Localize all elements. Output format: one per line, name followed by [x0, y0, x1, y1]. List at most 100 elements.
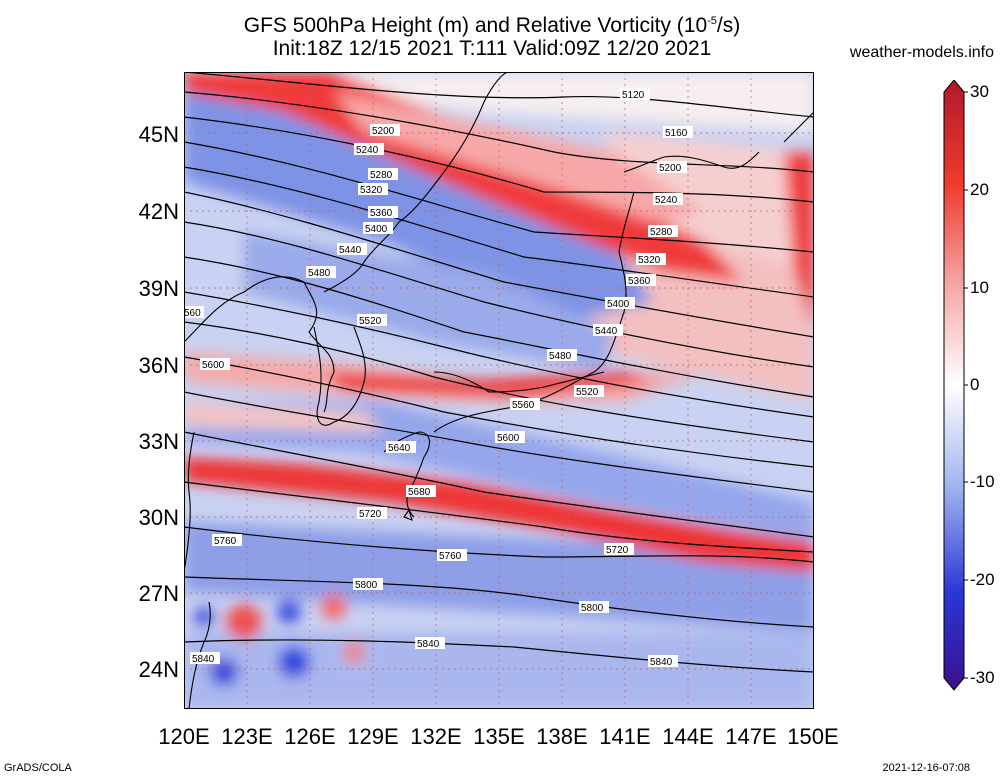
contour-label: 5320: [636, 253, 666, 266]
contour-label: 5600: [495, 431, 525, 444]
svg-text:5360: 5360: [370, 208, 393, 219]
lon-label: 150E: [787, 724, 839, 749]
colorbar-label: 0: [970, 375, 980, 394]
colorbar: [943, 80, 968, 691]
colorbar-ticks: [964, 91, 968, 679]
svg-text:5400: 5400: [365, 224, 388, 235]
source-label: weather-models.info: [849, 44, 994, 61]
contour-label: 5520: [357, 314, 387, 327]
lon-label: 135E: [473, 724, 525, 749]
lat-label: 24N: [138, 657, 179, 682]
contour-label: 5440: [337, 243, 367, 256]
svg-text:5600: 5600: [497, 433, 520, 444]
contour-label: 5400: [363, 222, 393, 235]
svg-text:5520: 5520: [359, 316, 382, 327]
contour-label: 5280: [368, 168, 398, 181]
lat-label: 42N: [138, 199, 179, 224]
svg-text:5480: 5480: [549, 351, 572, 362]
svg-text:5840: 5840: [417, 639, 440, 650]
contour-label: 5760: [212, 534, 242, 547]
contour-label: 5240: [653, 193, 683, 206]
lon-label: 138E: [536, 724, 588, 749]
lat-label: 33N: [138, 429, 179, 454]
lat-label: 30N: [138, 505, 179, 530]
contour-label: 5720: [357, 507, 387, 520]
svg-text:5200: 5200: [659, 163, 682, 174]
contour-label: 5720: [604, 543, 634, 556]
colorbar-label: -30: [970, 668, 995, 687]
lon-label: 129E: [347, 724, 399, 749]
svg-text:5600: 5600: [202, 360, 225, 371]
svg-text:5440: 5440: [595, 326, 618, 337]
map-title-line1: GFS 500hPa Height (m) and Relative Vorti…: [243, 14, 741, 37]
contour-label: 5480: [306, 266, 336, 279]
contour-label: 5680: [406, 485, 436, 498]
lat-label: 27N: [138, 581, 179, 606]
contour-label: 5800: [579, 601, 609, 614]
svg-text:5760: 5760: [439, 551, 462, 562]
colorbar-label: 20: [970, 180, 989, 199]
svg-text:5800: 5800: [581, 603, 604, 614]
map-frame: [184, 72, 814, 709]
contour-label: 5360: [368, 206, 398, 219]
lon-label: 123E: [221, 724, 273, 749]
svg-text:5240: 5240: [356, 145, 379, 156]
contour-label: 5120: [620, 88, 650, 101]
svg-text:5440: 5440: [339, 245, 362, 256]
contour-label: 5840: [190, 652, 220, 665]
lon-label: 141E: [599, 724, 651, 749]
svg-text:5680: 5680: [408, 487, 431, 498]
lat-label: 39N: [138, 276, 179, 301]
contour-label: 5640: [386, 441, 416, 454]
contour-label: 5160: [663, 126, 693, 139]
contour-label: 5360: [626, 274, 656, 287]
contour-label: 5520: [574, 385, 604, 398]
svg-text:5240: 5240: [655, 195, 678, 206]
contour-label: 5400: [605, 297, 635, 310]
lon-label: 126E: [284, 724, 336, 749]
contour-label: 5840: [415, 637, 445, 650]
lon-label: 144E: [662, 724, 714, 749]
contour-label: 5560: [510, 398, 540, 411]
svg-text:5320: 5320: [360, 185, 383, 196]
lat-label: 45N: [138, 122, 179, 147]
coastlines: [184, 72, 814, 709]
svg-text:5800: 5800: [355, 580, 378, 591]
svg-text:5520: 5520: [576, 387, 599, 398]
contour-label: 5840: [648, 655, 678, 668]
contour-labels: 5120 5160 5200 5200 5240 5240 5280 5280 …: [184, 88, 693, 668]
lon-label: 132E: [410, 724, 462, 749]
lon-label: 120E: [158, 724, 210, 749]
lon-label: 147E: [725, 724, 777, 749]
svg-text:5760: 5760: [214, 536, 237, 547]
svg-text:5560: 5560: [512, 400, 535, 411]
colorbar-label: 30: [970, 82, 989, 101]
svg-text:5160: 5160: [665, 128, 688, 139]
contour-label: 5800: [353, 578, 383, 591]
contour-label: 5240: [354, 143, 384, 156]
contour-label: 5200: [657, 161, 687, 174]
colorbar-label: -20: [970, 570, 995, 589]
map-title-line2: Init:18Z 12/15 2021 T:111 Valid:09Z 12/2…: [272, 37, 712, 60]
svg-text:5720: 5720: [359, 509, 382, 520]
lat-label: 36N: [138, 353, 179, 378]
footer-timestamp: 2021-12-16-07:08: [882, 762, 970, 774]
contour-label: 560: [184, 306, 204, 319]
contour-label: 5280: [648, 225, 678, 238]
colorbar-label: -10: [970, 472, 995, 491]
colorbar-label: 10: [970, 278, 989, 297]
svg-text:5320: 5320: [638, 255, 661, 266]
colorbar-ramp: [943, 80, 965, 691]
svg-text:5280: 5280: [650, 227, 673, 238]
svg-text:5200: 5200: [372, 126, 395, 137]
contour-label: 5480: [547, 349, 577, 362]
svg-text:5280: 5280: [370, 170, 393, 181]
svg-text:5840: 5840: [650, 657, 673, 668]
svg-text:5120: 5120: [622, 90, 645, 101]
svg-text:5840: 5840: [192, 654, 215, 665]
svg-text:5400: 5400: [607, 299, 630, 310]
svg-text:5640: 5640: [388, 443, 411, 454]
svg-text:5720: 5720: [606, 545, 629, 556]
contour-label: 5440: [593, 324, 623, 337]
vorticity-map: 5120 5160 5200 5200 5240 5240 5280 5280 …: [184, 72, 814, 709]
